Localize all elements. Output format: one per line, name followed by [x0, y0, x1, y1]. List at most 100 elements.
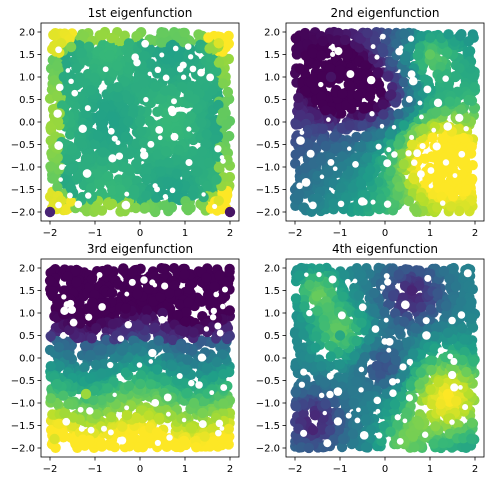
scatter-point — [334, 64, 346, 76]
scatter-point — [213, 195, 224, 206]
scatter-point — [356, 141, 367, 153]
scatter-point — [64, 34, 75, 45]
scatter-point — [79, 440, 91, 451]
scatter-gap — [124, 291, 130, 297]
scatter-gap — [165, 411, 171, 417]
scatter-point — [335, 182, 346, 193]
scatter-gap — [383, 159, 392, 168]
scatter-gap — [391, 125, 397, 130]
scatter-gap — [361, 198, 368, 206]
scatter-gap — [209, 314, 217, 321]
scatter-gap — [154, 66, 162, 74]
scatter-point — [340, 192, 352, 203]
scatter-point — [179, 269, 190, 280]
scatter-gap — [149, 279, 156, 286]
scatter-point — [393, 108, 404, 120]
scatter-point — [52, 60, 63, 72]
scatter-gap — [179, 61, 187, 69]
scatter-point — [209, 281, 220, 292]
scatter-gap — [54, 141, 64, 150]
scatter-gap — [419, 143, 426, 150]
scatter-point — [110, 116, 121, 128]
scatter-point — [196, 146, 208, 157]
scatter-point — [74, 72, 86, 83]
scatter-gap — [332, 166, 338, 172]
scatter-point — [382, 71, 394, 82]
scatter-point — [115, 184, 126, 195]
scatter-gap — [85, 192, 92, 199]
scatter-gap — [140, 151, 149, 160]
scatter-point — [436, 169, 447, 180]
scatter-point — [59, 174, 70, 185]
scatter-gap — [55, 83, 64, 92]
scatter-point — [454, 62, 465, 74]
scatter-gap — [163, 393, 172, 402]
scatter-gap — [463, 126, 469, 132]
scatter-gap — [209, 390, 215, 396]
scatter-point — [360, 60, 371, 71]
scatter-gap — [61, 294, 67, 300]
scatter-point — [444, 96, 455, 107]
scatter-gap — [58, 164, 65, 170]
scatter-point — [336, 161, 347, 172]
scatter-point — [183, 297, 194, 308]
scatter-point — [210, 133, 221, 144]
scatter-point — [150, 322, 161, 333]
scatter-point — [53, 298, 64, 309]
scatter-point — [301, 127, 313, 138]
scatter-gap — [458, 150, 466, 158]
scatter-gap — [330, 51, 336, 58]
scatter-point — [135, 126, 147, 137]
scatter-point — [192, 166, 203, 177]
scatter-gap — [417, 100, 423, 106]
scatter-gap — [216, 329, 224, 337]
scatter-point — [60, 59, 71, 70]
scatter-point — [320, 140, 331, 152]
scatter-point — [107, 318, 119, 330]
scatter-point — [54, 361, 65, 372]
scatter-point — [295, 146, 306, 157]
scatter-point — [56, 38, 67, 49]
scatter-point — [293, 189, 304, 200]
scatter-point — [400, 50, 411, 62]
scatter-point — [131, 31, 142, 42]
scatter-point — [324, 63, 336, 74]
scatter-point — [104, 49, 116, 61]
scatter-point — [332, 35, 343, 46]
scatter-point — [131, 158, 142, 169]
scatter-point — [461, 184, 472, 195]
scatter-point — [432, 202, 443, 213]
scatter-point — [120, 303, 132, 314]
scatter-point — [398, 77, 410, 88]
scatter-point — [170, 155, 182, 166]
scatter-point — [362, 27, 373, 39]
scatter-point — [178, 435, 190, 447]
scatter-gap — [151, 398, 160, 407]
scatter-point — [384, 129, 396, 140]
scatter-gap — [100, 425, 107, 432]
scatter-gap — [66, 299, 75, 308]
scatter-point — [123, 38, 135, 49]
scatter-gap — [115, 140, 121, 146]
scatter-point — [180, 168, 191, 179]
scatter-gap — [431, 127, 437, 133]
scatter-gap — [326, 117, 331, 122]
scatter-point — [365, 165, 376, 176]
scatter-point — [218, 369, 229, 380]
scatter-point — [65, 41, 77, 53]
scatter-point — [67, 163, 78, 174]
scatter-point — [355, 178, 367, 189]
scatter-point — [425, 32, 436, 43]
scatter-point — [317, 35, 329, 47]
scatter-point — [440, 182, 451, 193]
scatter-point — [221, 119, 232, 130]
scatter-point — [182, 387, 193, 399]
scatter-gap — [405, 95, 413, 103]
scatter-point — [211, 356, 223, 368]
scatter-gap — [201, 355, 207, 361]
scatter-point — [464, 45, 476, 57]
scatter-point — [45, 393, 56, 404]
scatter-point — [167, 334, 178, 346]
scatter-point — [131, 342, 142, 354]
scatter-points-4 — [289, 262, 481, 454]
